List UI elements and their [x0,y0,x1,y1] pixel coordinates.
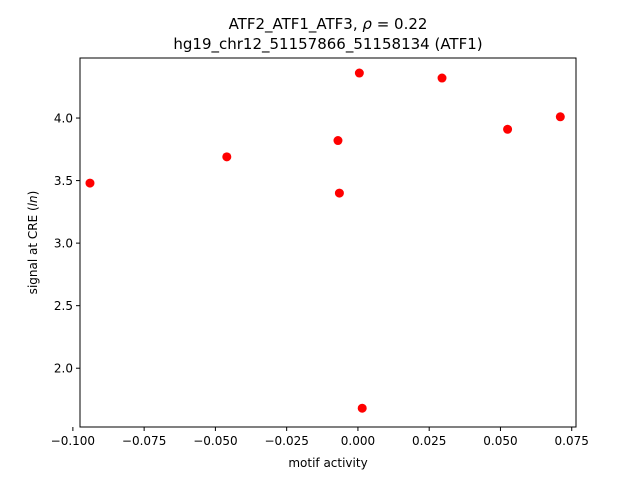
x-tick-label: 0.025 [412,434,446,448]
data-point [354,68,364,78]
x-tick-label: −0.050 [193,434,237,448]
data-points [85,68,565,413]
x-tick-label: −0.025 [264,434,308,448]
chart-title-line1: ATF2_ATF1_ATF3, ρ = 0.22 [229,15,428,34]
plot-frame [79,57,577,428]
x-tick-label: 0.075 [555,434,589,448]
x-tick-label: −0.100 [51,434,95,448]
chart-title-line2: hg19_chr12_51157866_51158134 (ATF1) [173,35,482,54]
y-tick-label: 2.0 [54,362,73,376]
x-axis-label: motif activity [288,456,367,470]
y-axis-label: signal at CRE (ln) [26,191,40,295]
x-tick-label: 0.000 [341,434,375,448]
y-tick-label: 3.0 [54,237,73,251]
data-point [555,112,565,122]
y-tick-label: 4.0 [54,112,73,126]
data-point [437,73,447,83]
x-tick-label: −0.075 [122,434,166,448]
data-point [503,124,513,134]
x-tick-label: 0.050 [483,434,517,448]
data-point [334,188,344,198]
data-point [357,403,367,413]
y-axis-ticks: 2.0 2.5 3.0 3.5 4.0 [54,112,80,376]
data-point [222,152,232,162]
data-point [333,136,343,146]
data-point [85,178,95,188]
x-axis-ticks: −0.100 −0.075 −0.050 −0.025 0.000 0.025 0.050 0… [51,427,589,448]
y-tick-label: 2.5 [54,299,73,313]
y-tick-label: 3.5 [54,174,73,188]
